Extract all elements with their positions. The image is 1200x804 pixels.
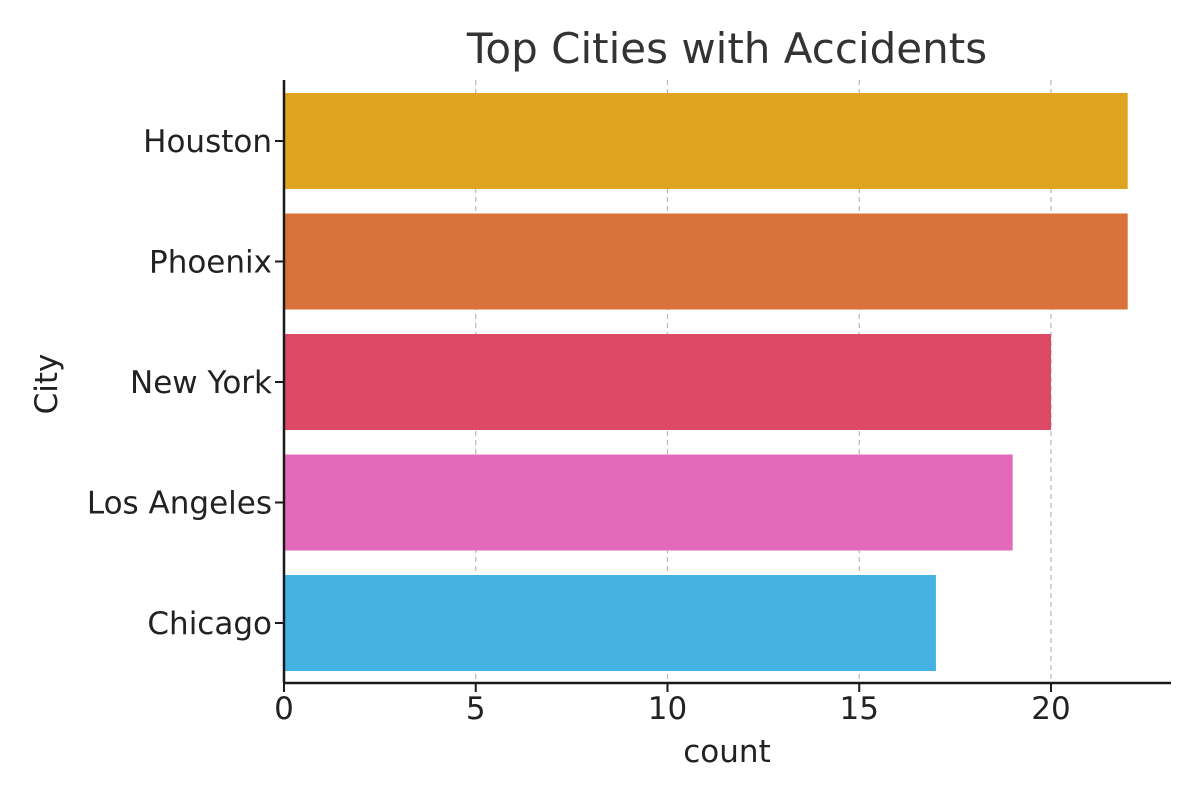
y-ticks: Houston Phoenix New York Los Angeles Chicago — [87, 124, 284, 642]
x-tick-label: 0 — [274, 691, 294, 727]
bar — [284, 334, 1051, 430]
y-tick-label: Chicago — [147, 606, 272, 642]
bar — [284, 454, 1013, 551]
y-tick-label: Los Angeles — [87, 486, 272, 522]
x-tick-label: 10 — [648, 691, 687, 727]
x-ticks: 0 5 10 15 20 — [274, 683, 1071, 727]
bar — [284, 575, 936, 671]
y-tick-label: Phoenix — [149, 245, 272, 281]
y-tick-label: Houston — [143, 124, 272, 160]
x-tick-label: 20 — [1031, 691, 1070, 727]
x-tick-label: 5 — [466, 691, 486, 727]
chart-title: Top Cities with Accidents — [466, 24, 987, 73]
y-axis-label: City — [29, 354, 65, 415]
x-axis-label: count — [683, 734, 770, 770]
y-tick-label: New York — [130, 365, 272, 401]
bars — [284, 93, 1128, 671]
bar — [284, 93, 1128, 189]
bar — [284, 213, 1128, 310]
x-tick-label: 15 — [840, 691, 879, 727]
